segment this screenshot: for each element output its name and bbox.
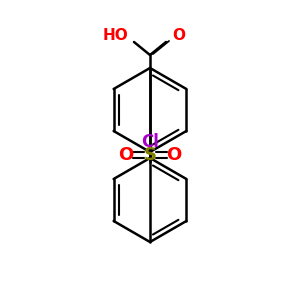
Text: O: O xyxy=(167,146,182,164)
Text: S: S xyxy=(143,146,157,164)
Text: HO: HO xyxy=(102,28,128,43)
Text: O: O xyxy=(172,28,185,43)
Text: O: O xyxy=(118,146,134,164)
Text: Cl: Cl xyxy=(141,133,159,151)
